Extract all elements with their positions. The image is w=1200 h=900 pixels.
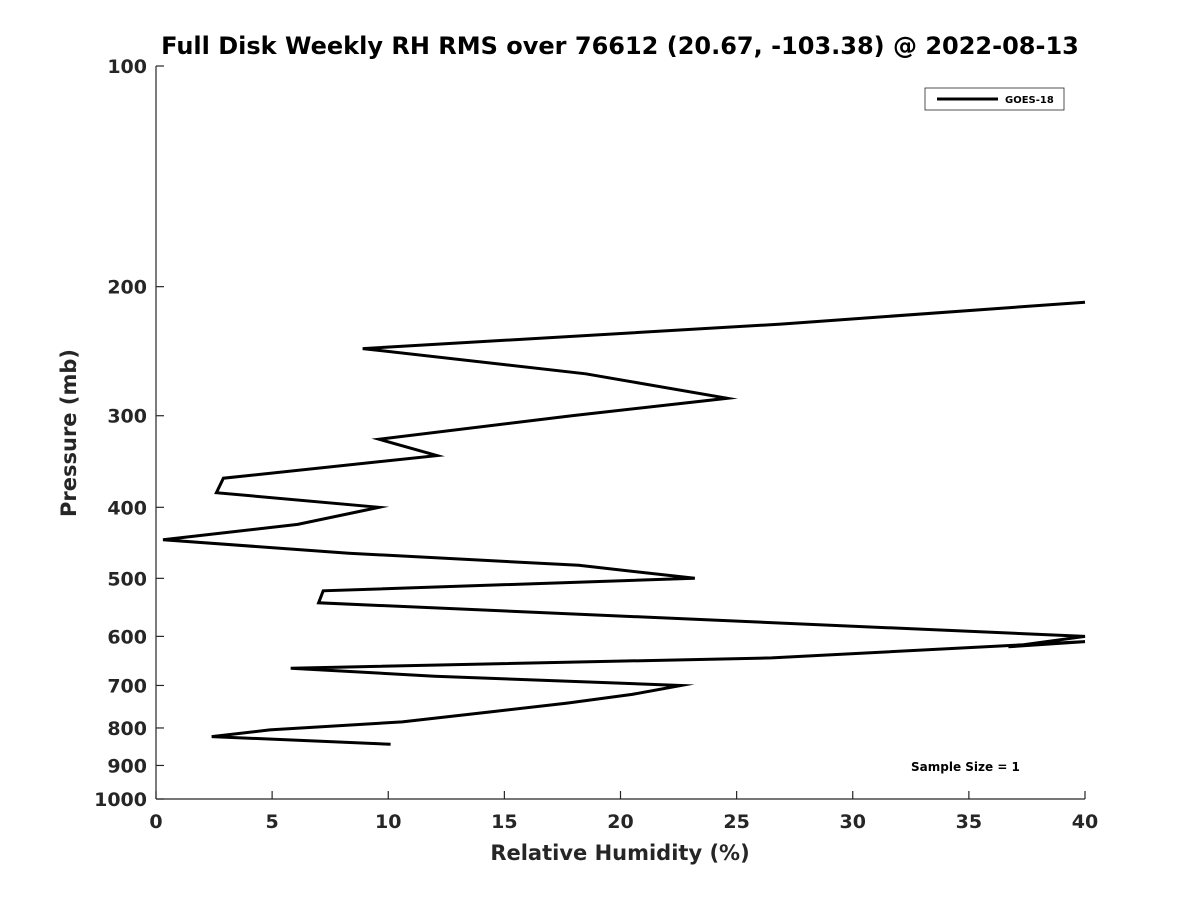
x-tick-label: 15: [491, 811, 517, 833]
y-ticks: 100 200 300 400 500 600 700 800 900 1000: [94, 56, 164, 811]
y-tick-label: 200: [107, 277, 147, 299]
x-tick-label: 30: [840, 811, 866, 833]
x-tick-label: 35: [956, 811, 982, 833]
x-tick-label: 5: [266, 811, 279, 833]
y-tick-label: 700: [107, 675, 147, 697]
chart-title: Full Disk Weekly RH RMS over 76612 (20.6…: [161, 32, 1079, 60]
y-tick-label: 600: [107, 626, 147, 648]
y-tick-label: 800: [107, 718, 147, 740]
axes: [155, 66, 1085, 800]
legend: GOES-18: [924, 87, 1065, 111]
legend-label-goes-18: GOES-18: [1005, 95, 1054, 106]
y-tick-label: 1000: [94, 789, 147, 811]
y-tick-label: 400: [107, 497, 147, 519]
x-ticks: 0 5 10 15 20 25 30 35 40: [149, 791, 1098, 833]
x-tick-label: 40: [1072, 811, 1098, 833]
sample-size-annotation: Sample Size = 1: [911, 760, 1020, 774]
y-tick-label: 500: [107, 568, 147, 590]
x-tick-label: 20: [607, 811, 633, 833]
y-axis-label: Pressure (mb): [57, 349, 81, 517]
y-tick-label: 300: [107, 406, 147, 428]
y-tick-label: 900: [107, 755, 147, 777]
series-layer: [162, 300, 1086, 746]
x-tick-label: 25: [723, 811, 749, 833]
x-axis-label: Relative Humidity (%): [490, 841, 749, 865]
y-tick-label: 100: [107, 56, 147, 78]
x-tick-label: 0: [149, 811, 162, 833]
series-line-goes-18: [162, 300, 1086, 746]
x-tick-label: 10: [375, 811, 401, 833]
